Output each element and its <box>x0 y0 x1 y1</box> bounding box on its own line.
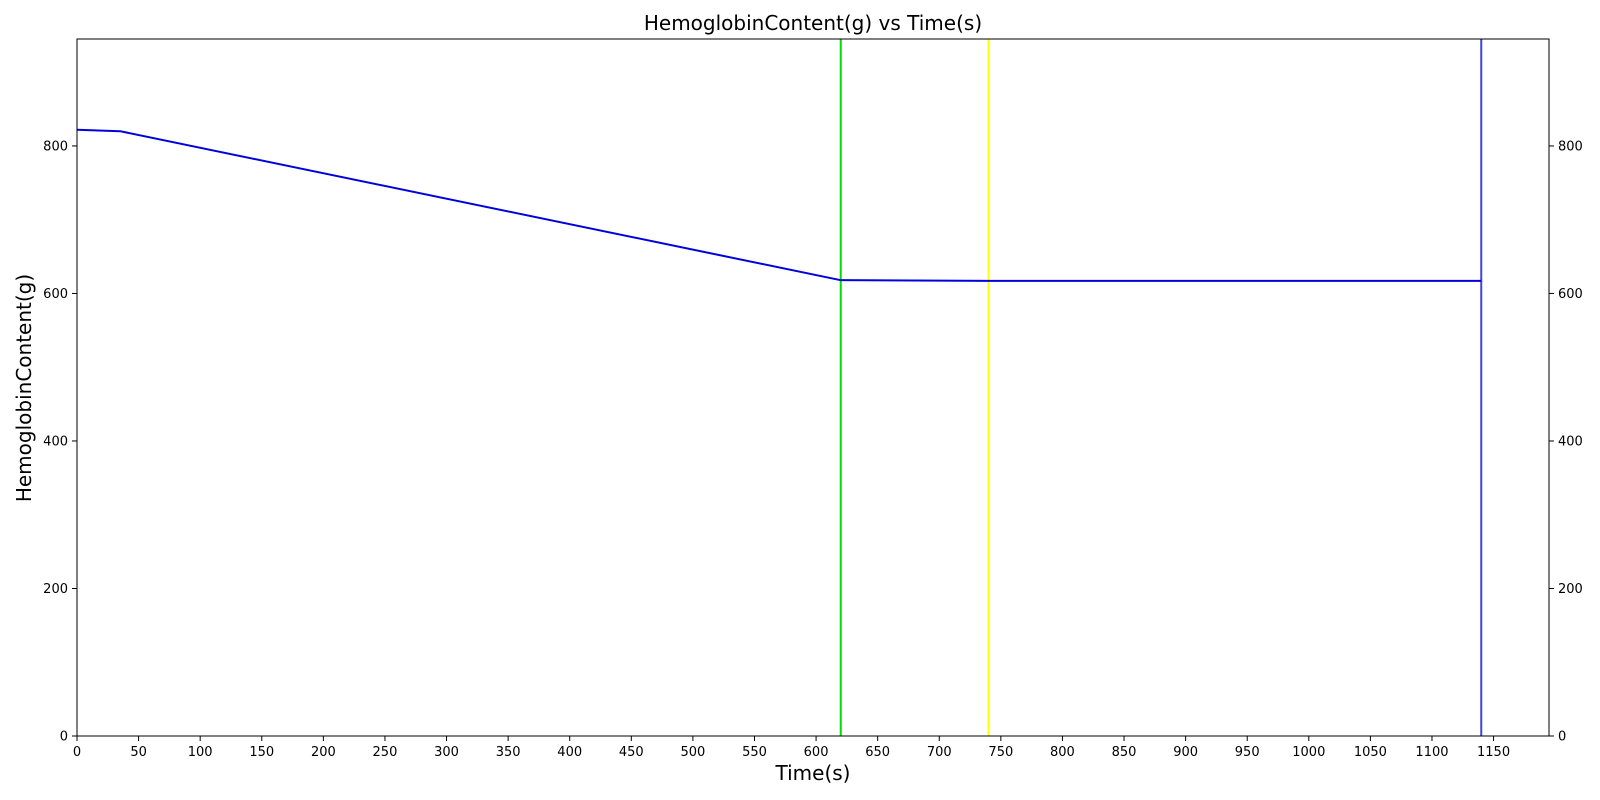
x-tick-label: 400 <box>557 745 582 760</box>
x-tick-label: 300 <box>434 745 459 760</box>
x-tick-label: 900 <box>1173 745 1198 760</box>
plot-frame <box>76 38 1550 737</box>
x-tick-label: 700 <box>927 745 952 760</box>
y-tick-label-right: 600 <box>1558 287 1583 302</box>
chart-title: HemoglobinContent(g) vs Time(s) <box>644 11 982 35</box>
y-tick-label-right: 200 <box>1558 582 1583 597</box>
y-tick-label-left: 400 <box>43 434 68 449</box>
y-tick-label-right: 400 <box>1558 434 1583 449</box>
x-tick-label: 350 <box>496 745 521 760</box>
x-tick-label: 250 <box>373 745 398 760</box>
x-tick-label: 1100 <box>1415 745 1448 760</box>
x-tick-label: 1150 <box>1477 745 1510 760</box>
x-tick-label: 950 <box>1235 745 1260 760</box>
x-tick-label: 550 <box>742 745 767 760</box>
x-tick-label: 850 <box>1112 745 1137 760</box>
x-tick-label: 1000 <box>1292 745 1325 760</box>
x-tick-label: 100 <box>188 745 213 760</box>
x-tick-label: 650 <box>865 745 890 760</box>
x-tick-label: 800 <box>1050 745 1075 760</box>
x-tick-label: 500 <box>680 745 705 760</box>
vertical-lines <box>839 39 1483 736</box>
x-tick-label: 750 <box>988 745 1013 760</box>
x-tick-label: 450 <box>619 745 644 760</box>
y-tick-label-left: 0 <box>60 730 68 745</box>
x-tick-label: 200 <box>311 745 336 760</box>
x-tick-label: 150 <box>249 745 274 760</box>
y-tick-label-left: 200 <box>43 582 68 597</box>
x-tick-label: 50 <box>130 745 147 760</box>
y-tick-label-left: 800 <box>43 139 68 154</box>
y-tick-label-left: 600 <box>43 287 68 302</box>
series-line <box>76 128 1482 282</box>
x-tick-label: 600 <box>804 745 829 760</box>
y-axis-title: HemoglobinContent(g) <box>12 274 36 502</box>
series-group <box>76 128 1482 282</box>
x-tick-label: 1050 <box>1354 745 1387 760</box>
y-axis-left: 0 200 400 600 800 <box>43 139 77 745</box>
x-axis-title: Time(s) <box>775 761 851 785</box>
x-tick-label: 0 <box>73 745 81 760</box>
y-tick-label-right: 800 <box>1558 139 1583 154</box>
y-axis-right: 0 200 400 600 800 <box>1549 139 1583 745</box>
y-tick-label-right: 0 <box>1558 730 1566 745</box>
x-axis: 0 50 100 150 200 250 300 350 400 450 500 550 600 650 7… <box>73 736 1510 760</box>
